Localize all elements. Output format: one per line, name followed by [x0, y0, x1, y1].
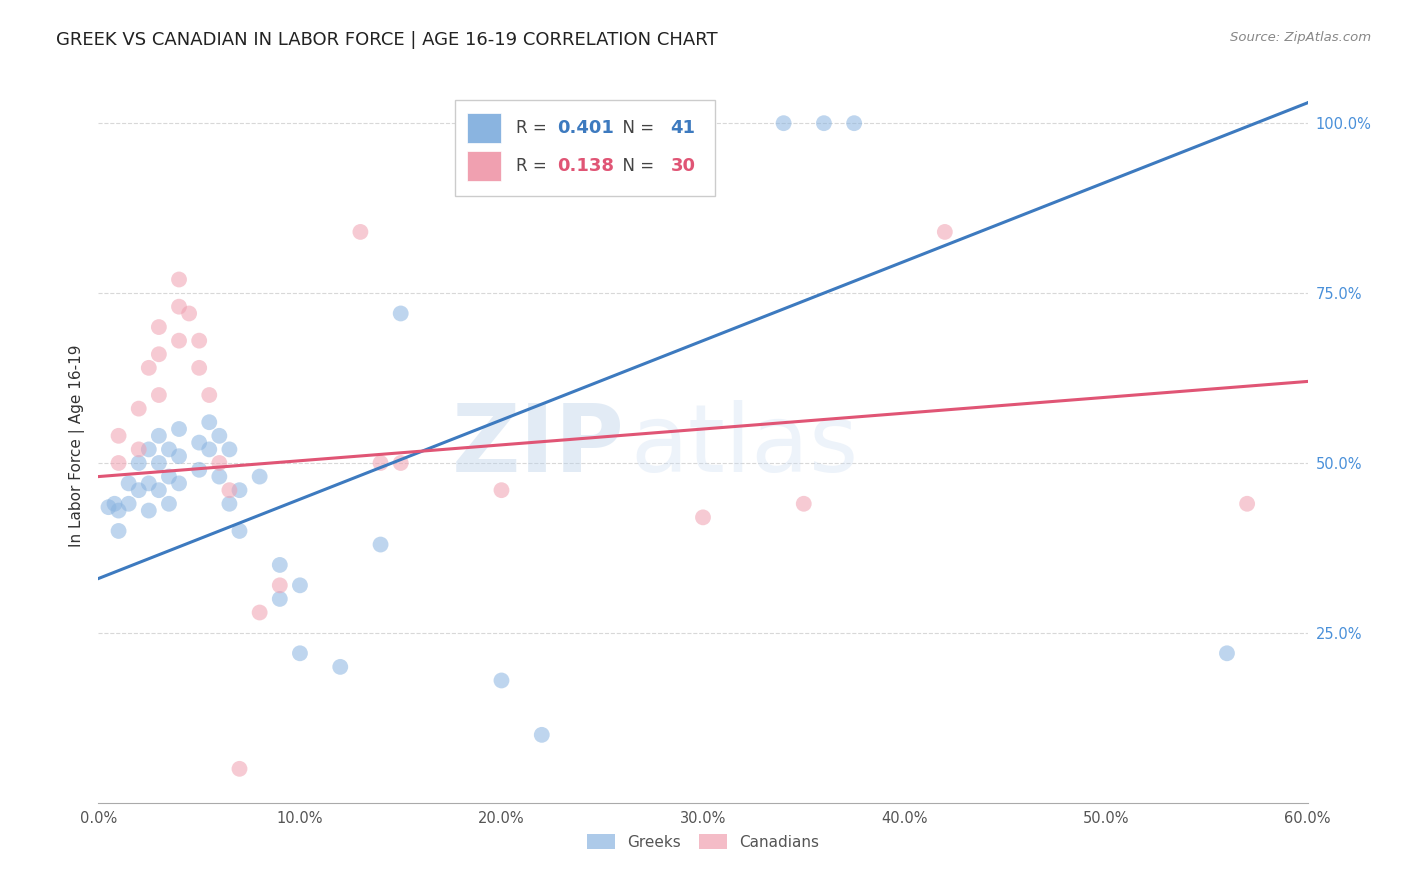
Point [148, 320, 170, 334]
Point [103, 497, 125, 511]
Point [188, 435, 211, 450]
Point [218, 483, 240, 498]
Point [793, 497, 815, 511]
Point [138, 360, 160, 375]
Point [167, 449, 190, 463]
Point [491, 673, 513, 688]
Point [107, 456, 129, 470]
Point [138, 503, 160, 517]
Point [107, 429, 129, 443]
Text: GREEK VS CANADIAN IN LABOR FORCE | AGE 16-19 CORRELATION CHART: GREEK VS CANADIAN IN LABOR FORCE | AGE 1… [56, 31, 718, 49]
Point [772, 116, 794, 130]
Point [329, 660, 352, 674]
Point [491, 483, 513, 498]
Point [128, 483, 150, 498]
Point [128, 442, 150, 457]
Point [1216, 646, 1239, 660]
Point [97, 500, 120, 515]
Point [138, 442, 160, 457]
Point [198, 388, 221, 402]
Point [188, 360, 211, 375]
Point [188, 334, 211, 348]
Point [218, 497, 240, 511]
Point [269, 578, 291, 592]
Point [167, 300, 190, 314]
Point [198, 442, 221, 457]
Point [208, 456, 231, 470]
Point [288, 646, 311, 660]
Point [389, 306, 412, 320]
Point [148, 456, 170, 470]
Point [148, 483, 170, 498]
Point [288, 578, 311, 592]
Point [389, 456, 412, 470]
Point [148, 347, 170, 361]
Text: ZIP: ZIP [451, 400, 624, 492]
Point [128, 401, 150, 416]
Point [249, 469, 271, 483]
Point [249, 606, 271, 620]
Point [157, 442, 180, 457]
Point [228, 762, 250, 776]
Point [208, 469, 231, 483]
Point [208, 429, 231, 443]
Point [107, 524, 129, 538]
Point [844, 116, 866, 130]
Point [188, 463, 211, 477]
Point [167, 476, 190, 491]
Text: 41: 41 [671, 120, 696, 137]
Text: Source: ZipAtlas.com: Source: ZipAtlas.com [1230, 31, 1371, 45]
Point [1236, 497, 1258, 511]
Point [138, 476, 160, 491]
Point [218, 442, 240, 457]
Point [128, 456, 150, 470]
Point [118, 497, 141, 511]
Point [228, 483, 250, 498]
Point [179, 306, 201, 320]
Text: 0.138: 0.138 [557, 157, 613, 175]
Point [370, 456, 392, 470]
Point [107, 503, 129, 517]
FancyBboxPatch shape [456, 100, 716, 196]
Point [228, 524, 250, 538]
Y-axis label: In Labor Force | Age 16-19: In Labor Force | Age 16-19 [69, 344, 84, 548]
Text: atlas: atlas [630, 400, 859, 492]
Point [813, 116, 835, 130]
Point [692, 510, 714, 524]
Point [198, 415, 221, 429]
Point [672, 116, 695, 130]
Point [148, 429, 170, 443]
Point [167, 272, 190, 286]
Text: 30: 30 [671, 157, 696, 175]
FancyBboxPatch shape [467, 113, 501, 144]
Legend: Greeks, Canadians: Greeks, Canadians [581, 828, 825, 855]
Point [269, 558, 291, 572]
Text: R =: R = [516, 120, 551, 137]
Point [934, 225, 956, 239]
Point [269, 591, 291, 606]
Point [148, 388, 170, 402]
Point [167, 334, 190, 348]
Text: 0.401: 0.401 [557, 120, 613, 137]
Text: N =: N = [613, 157, 659, 175]
Point [157, 469, 180, 483]
Point [157, 497, 180, 511]
Point [167, 422, 190, 436]
FancyBboxPatch shape [467, 151, 501, 180]
Point [370, 537, 392, 551]
Point [349, 225, 371, 239]
Point [631, 116, 654, 130]
Point [530, 728, 553, 742]
Point [118, 476, 141, 491]
Text: R =: R = [516, 157, 551, 175]
Text: N =: N = [613, 120, 659, 137]
